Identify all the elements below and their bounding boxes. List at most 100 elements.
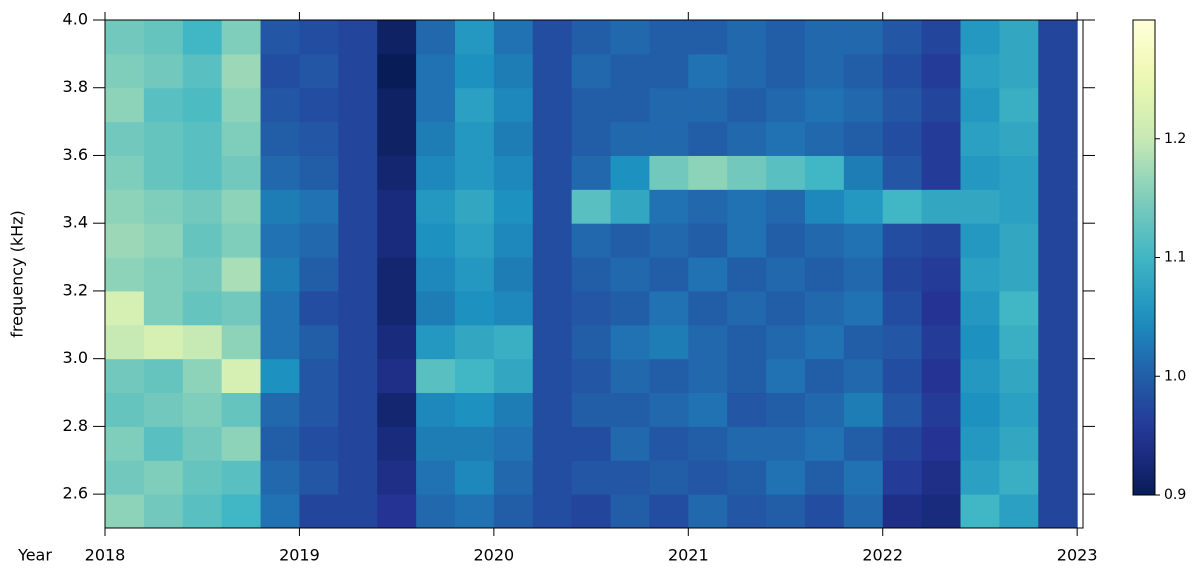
heatmap-cell (688, 324, 728, 360)
heatmap-cell (843, 358, 884, 394)
heatmap-cell (610, 257, 650, 292)
heatmap-cell (105, 155, 145, 190)
heatmap-cell (454, 426, 495, 461)
heatmap-cell (377, 358, 417, 394)
heatmap-cell (493, 392, 534, 427)
heatmap-cell (532, 155, 573, 190)
heatmap-cell (766, 426, 806, 461)
heatmap-cell (882, 189, 923, 224)
heatmap-cell (610, 121, 650, 156)
heatmap-cell (960, 53, 1000, 89)
heatmap-cell (338, 155, 378, 190)
heatmap-cell (493, 426, 534, 461)
heatmap-cell (649, 290, 689, 326)
heatmap-cell (1038, 155, 1078, 190)
heatmap-cell (727, 257, 767, 292)
heatmap-cell (804, 494, 845, 529)
heatmap-cell (727, 494, 767, 529)
heatmap-cell (571, 20, 612, 55)
heatmap-cell (882, 53, 923, 89)
heatmap-cell (532, 494, 573, 529)
heatmap-cell (882, 460, 923, 495)
heatmap-cell (921, 324, 962, 360)
x-tick-label: 2023 (1057, 546, 1098, 565)
heatmap-cell (571, 155, 612, 190)
heatmap-cell (377, 392, 417, 427)
heatmap-cell (182, 155, 223, 190)
heatmap-cell (532, 257, 573, 292)
heatmap-cell (416, 121, 456, 156)
heatmap-cell (960, 290, 1000, 326)
heatmap-cell (416, 155, 456, 190)
heatmap-cell (571, 121, 612, 156)
heatmap-cell (999, 20, 1039, 55)
heatmap-cell (727, 223, 767, 258)
heatmap-cell (960, 189, 1000, 224)
heatmap-cell (804, 392, 845, 427)
heatmap-cell (649, 87, 689, 123)
heatmap-cell (766, 257, 806, 292)
heatmap-cell (338, 324, 378, 360)
heatmap-cell (416, 460, 456, 495)
heatmap-cell (882, 87, 923, 123)
heatmap-cell (493, 189, 534, 224)
heatmap-cell (493, 53, 534, 89)
heatmap-cell (338, 358, 378, 394)
heatmap-cell (299, 121, 339, 156)
heatmap-cell (1038, 257, 1078, 292)
heatmap-cell (688, 290, 728, 326)
plot-frame (104, 19, 1084, 529)
heatmap-cell (260, 324, 300, 360)
heatmap-cell (882, 121, 923, 156)
heatmap-cell (688, 189, 728, 224)
heatmap-cell (532, 121, 573, 156)
heatmap-cell (727, 324, 767, 360)
heatmap-cell (999, 121, 1039, 156)
heatmap-cell (493, 257, 534, 292)
heatmap-cell (260, 290, 300, 326)
heatmap-cell (377, 20, 417, 55)
heatmap-cell (105, 494, 145, 529)
heatmap-cell (921, 460, 962, 495)
heatmap-cell (377, 121, 417, 156)
heatmap-cell (416, 392, 456, 427)
heatmap-cell (960, 460, 1000, 495)
heatmap-cell (416, 87, 456, 123)
heatmap-cell (727, 155, 767, 190)
heatmap-cell (454, 155, 495, 190)
heatmap-cell (649, 53, 689, 89)
heatmap-cell (1038, 87, 1078, 123)
heatmap-cell (377, 257, 417, 292)
heatmap-cell (649, 392, 689, 427)
heatmap-cell (804, 324, 845, 360)
heatmap-cell (493, 20, 534, 55)
heatmap-cell (143, 223, 184, 258)
heatmap-cell (416, 426, 456, 461)
heatmap-cell (182, 494, 223, 529)
heatmap-cell (1038, 121, 1078, 156)
heatmap-cell (454, 392, 495, 427)
heatmap-cell (610, 189, 650, 224)
heatmap-cell (610, 223, 650, 258)
heatmap-cell (377, 460, 417, 495)
heatmap-cell (999, 53, 1039, 89)
heatmap-cell (221, 358, 262, 394)
heatmap-cell (416, 290, 456, 326)
heatmap-cell (843, 460, 884, 495)
heatmap-cell (804, 223, 845, 258)
heatmap-cell (999, 324, 1039, 360)
heatmap-cell (921, 358, 962, 394)
heatmap-cell (221, 392, 262, 427)
heatmap-cell (804, 20, 845, 55)
heatmap-cell (338, 426, 378, 461)
heatmap-cell (1038, 324, 1078, 360)
heatmap-cell (649, 20, 689, 55)
heatmap-cell (493, 358, 534, 394)
heatmap-cell (843, 121, 884, 156)
heatmap-cell (299, 392, 339, 427)
heatmap-cell (921, 53, 962, 89)
heatmap-cell (610, 87, 650, 123)
heatmap-cell (299, 324, 339, 360)
heatmap-cell (960, 494, 1000, 529)
